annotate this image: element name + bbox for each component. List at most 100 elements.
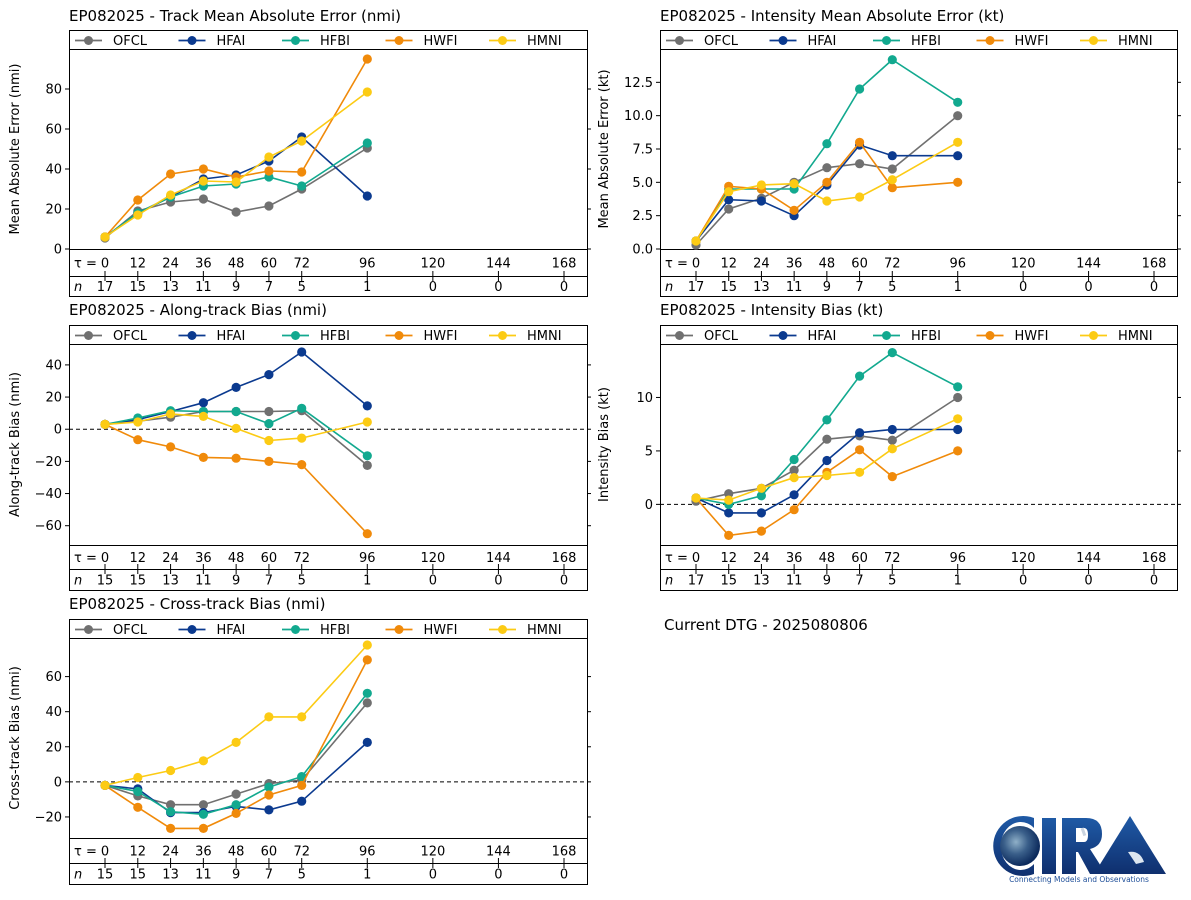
- legend-marker: [394, 331, 404, 340]
- legend-item-ofcl: OFCL: [75, 329, 148, 344]
- data-point-hfai-tau-24: [756, 508, 767, 518]
- chart-frame: [69, 30, 588, 297]
- n-count-label: 0: [429, 574, 437, 589]
- legend-label: HWFI: [424, 623, 458, 638]
- data-point-hmni-tau-12: [133, 210, 143, 220]
- data-point-hmni-tau-24: [166, 409, 176, 419]
- y-tick-label: 0: [54, 243, 62, 258]
- chart-title: EP082025 - Track Mean Absolute Error (nm…: [69, 7, 401, 25]
- data-point-hmni-tau-96: [953, 414, 963, 424]
- tau-tick-label: 24: [162, 845, 179, 860]
- tau-tick-label: 120: [420, 257, 445, 272]
- y-tick-label: −60: [35, 519, 62, 534]
- data-point-hmni-tau-12: [724, 187, 734, 197]
- series-line-hwfi: [695, 448, 958, 537]
- data-point-hfbi-tau-36: [198, 809, 208, 819]
- data-point-hfai-tau-72: [887, 151, 897, 161]
- tau-tick-label: 36: [195, 845, 212, 860]
- legend-marker: [882, 36, 891, 45]
- n-count-label: 1: [954, 280, 962, 295]
- data-point-hfai-tau-72: [297, 347, 307, 357]
- cira-logo-letter-a: [1094, 816, 1166, 874]
- data-point-hfai-tau-96: [362, 401, 372, 411]
- series-hfbi: [100, 688, 372, 819]
- n-count-label: 0: [429, 868, 437, 883]
- data-point-hmni-tau-24: [166, 765, 176, 776]
- legend-label: HFAI: [808, 329, 837, 344]
- legend-marker: [778, 36, 788, 45]
- tau-tick-label: 144: [486, 845, 511, 860]
- chart-intensity-mae: EP082025 - Intensity Mean Absolute Error…: [597, 7, 1181, 297]
- legend-item-hwfi: HWFI: [385, 34, 457, 49]
- series-hmni: [691, 137, 963, 246]
- data-point-ofcl-tau-12: [724, 204, 734, 214]
- legend-marker: [291, 331, 300, 340]
- n-prefix-label: n: [74, 280, 82, 295]
- data-point-ofcl-tau-72: [887, 164, 897, 174]
- series-line-ofcl: [104, 702, 368, 806]
- y-tick-label: −20: [35, 455, 62, 470]
- data-point-ofcl-tau-36: [198, 800, 208, 810]
- data-point-hfbi-tau-96: [362, 138, 372, 148]
- series-line-hfbi: [695, 58, 959, 242]
- data-point-hfbi-tau-48: [231, 800, 241, 810]
- y-tick-label: 40: [45, 705, 62, 720]
- data-point-hfbi-tau-24: [756, 491, 767, 501]
- y-tick-label: 20: [45, 740, 62, 755]
- y-tick-label: 2.5: [632, 209, 653, 224]
- n-count-label: 5: [298, 574, 306, 589]
- data-point-hwfi-tau-96: [362, 529, 372, 539]
- legend-marker: [985, 331, 995, 340]
- data-point-hfbi-tau-48: [822, 415, 832, 425]
- legend-marker: [1089, 331, 1098, 340]
- n-count-label: 9: [823, 280, 831, 295]
- data-point-hfai-tau-60: [855, 428, 865, 438]
- data-point-hwfi-tau-96: [362, 54, 372, 64]
- n-prefix-label: n: [74, 868, 82, 883]
- y-tick-label: 20: [45, 203, 62, 218]
- n-count-label: 9: [232, 868, 240, 883]
- n-count-label: 13: [162, 574, 179, 589]
- data-point-hfbi-tau-24: [166, 807, 176, 817]
- n-count-label: 1: [954, 574, 962, 589]
- data-point-hmni-tau-12: [133, 772, 143, 783]
- series-hmni: [100, 409, 372, 446]
- y-tick-label: 5: [645, 444, 653, 459]
- tau-tick-label: 168: [552, 257, 577, 272]
- chart-intensity-bias: EP082025 - Intensity Bias (kt)0510Intens…: [597, 301, 1181, 591]
- data-point-hwfi-tau-72: [887, 183, 897, 193]
- data-point-ofcl-tau-96: [362, 460, 372, 470]
- tau-tick-label: 0: [101, 845, 109, 860]
- legend-label: OFCL: [704, 329, 739, 344]
- tau-prefix-label: τ =: [74, 551, 97, 566]
- cira-logo: Connecting Models and Observations: [993, 816, 1166, 884]
- series-hmni: [100, 87, 372, 242]
- data-point-hmni-tau-36: [198, 756, 208, 766]
- data-point-hfai-tau-96: [362, 191, 372, 201]
- legend-marker: [778, 331, 788, 340]
- series-hfbi: [100, 138, 372, 242]
- data-point-hmni-tau-60: [264, 435, 274, 446]
- n-count-label: 15: [97, 868, 114, 883]
- n-count-label: 13: [753, 280, 770, 295]
- data-point-hmni-tau-72: [297, 433, 307, 443]
- y-tick-label: 80: [45, 83, 62, 98]
- legend-item-hmni: HMNI: [489, 623, 562, 638]
- tau-prefix-label: τ =: [665, 551, 688, 566]
- current-dtg-label: Current DTG - 2025080806: [664, 616, 868, 634]
- data-point-hwfi-tau-36: [789, 505, 799, 515]
- data-point-hwfi-tau-72: [887, 472, 897, 482]
- n-count-label: 13: [162, 868, 179, 883]
- data-point-ofcl-tau-48: [231, 789, 241, 799]
- data-point-hfbi-tau-72: [887, 348, 897, 358]
- legend-marker: [498, 625, 507, 634]
- tau-tick-label: 168: [552, 845, 577, 860]
- n-count-label: 0: [494, 868, 502, 883]
- data-point-hmni-tau-0: [100, 780, 110, 791]
- n-count-label: 0: [1019, 280, 1027, 295]
- chart-cross-track-bias: EP082025 - Cross-track Bias (nmi) −20 0 20 4…: [8, 595, 591, 885]
- legend-label: HFBI: [320, 34, 350, 49]
- data-point-hwfi-tau-96: [362, 655, 372, 665]
- tau-tick-label: 48: [819, 257, 836, 272]
- tau-tick-label: 0: [101, 257, 109, 272]
